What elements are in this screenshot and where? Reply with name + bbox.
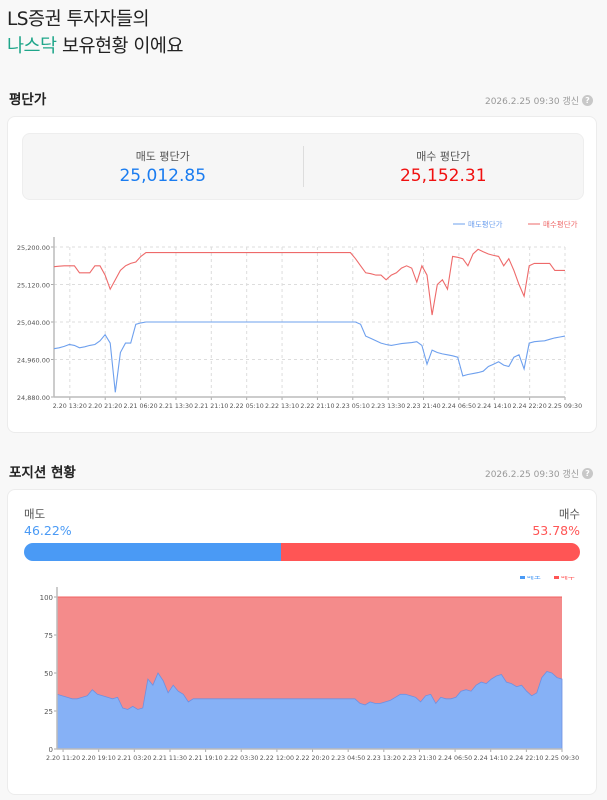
y-tick-label: 75 (44, 632, 53, 640)
title-line-1: LS증권 투자자들의 (7, 9, 150, 30)
x-tick-label: 2.23 04:50 (331, 755, 365, 762)
legend-swatch (554, 576, 559, 579)
sell-avg: 매도 평단가 25,012.85 (23, 134, 303, 199)
legend-label: 매도 (527, 576, 541, 581)
sell-avg-label: 매도 평단가 (135, 150, 190, 163)
avg-updated: 2026.2.25 09:30 갱신? (485, 94, 593, 107)
buy-label: 매수 (558, 507, 580, 521)
position-updated: 2026.2.25 09:30 갱신? (485, 467, 593, 480)
x-tick-label: 2.25 09:30 (545, 755, 579, 762)
x-tick-label: 2.24 14:10 (474, 755, 508, 762)
x-tick-label: 2.22 21:10 (300, 403, 334, 410)
x-tick-label: 2.23 13:30 (371, 403, 405, 410)
x-tick-label: 2.24 06:50 (438, 755, 472, 762)
buy-avg-value: 25,152.31 (399, 166, 487, 186)
position-updated-text: 2026.2.25 09:30 갱신 (484, 470, 579, 480)
sell-area (56, 671, 563, 750)
legend-swatch (520, 576, 525, 579)
x-tick-label: 2.21 03:20 (117, 755, 151, 762)
x-tick-label: 2.23 13:20 (367, 755, 401, 762)
question-circle-icon[interactable]: ? (582, 468, 593, 479)
divider (302, 146, 304, 187)
legend-label: 매수평단가 (543, 219, 578, 229)
x-tick-label: 2.22 20:20 (295, 755, 329, 762)
avg-price-heading: 평단가 (9, 92, 47, 108)
avg-price-chart: 25,200.00 25,120.00 25,040.00 24,960.00 24,8… (17, 219, 582, 410)
x-tick-label: 2.21 19:10 (189, 755, 223, 762)
x-tick-label: 2.22 05:10 (230, 403, 264, 410)
x-tick-label: 2.24 22:10 (509, 755, 543, 762)
x-tick-label: 2.21 21:10 (194, 403, 228, 410)
sell-avg-value: 25,012.85 (119, 166, 207, 186)
x-tick-label: 2.24 22:20 (513, 403, 547, 410)
series-line-buy (53, 248, 565, 316)
x-tick-label: 2.20 11:20 (46, 755, 80, 762)
y-tick-label: 0 (49, 746, 53, 754)
x-tick-label: 2.22 03:30 (224, 755, 258, 762)
position-card: 매도 46.22% 매수 53.78% 100 75 50 25 0 2.20 11:20… (7, 489, 597, 795)
y-tick-label: 25,200.00 (17, 244, 50, 252)
position-heading: 포지션 현황 (9, 465, 76, 481)
y-tick-label: 24,960.00 (17, 357, 50, 365)
sell-pct: 46.22% (24, 523, 72, 538)
title-rest: 보유현황 이에요 (56, 36, 184, 57)
avg-price-card: 매도 평단가 25,012.85 매수 평단가 25,152.31 25,200… (7, 116, 597, 433)
x-tick-label: 2.23 21:40 (406, 403, 440, 410)
x-tick-label: 2.22 13:10 (265, 403, 299, 410)
page-title: LS증권 투자자들의 나스닥 보유현황 이에요 (7, 6, 183, 60)
sell-ratio-fill (24, 543, 281, 561)
x-tick-label: 2.21 06:20 (123, 403, 157, 410)
y-tick-label: 24,880.00 (17, 394, 50, 402)
position-chart: 100 75 50 25 02.20 11:20 2.20 19:10 2.21 03:20… (40, 576, 579, 762)
y-tick-label: 100 (40, 594, 53, 602)
x-tick-label: 2.24 14:10 (477, 403, 511, 410)
y-tick-label: 50 (44, 670, 53, 678)
x-tick-label: 2.22 12:00 (260, 755, 294, 762)
series-line-sell (53, 321, 566, 393)
x-tick-label: 2.25 09:30 (548, 403, 582, 410)
avg-updated-text: 2026.2.25 09:30 갱신 (484, 97, 579, 107)
x-tick-label: 2.20 21:20 (88, 403, 122, 410)
buy-pct: 53.78% (532, 523, 580, 538)
legend-label: 매수 (561, 576, 575, 581)
y-tick-label: 25 (44, 708, 53, 716)
market-name: 나스닥 (7, 36, 57, 57)
legend-label: 매도평단가 (468, 219, 503, 229)
x-tick-label: 2.23 05:10 (336, 403, 370, 410)
y-tick-label: 25,040.00 (17, 319, 50, 327)
x-tick-label: 2.20 13:20 (53, 403, 87, 410)
title-line-2: 나스닥 보유현황 이에요 (7, 33, 183, 60)
position-ratio-bar (24, 543, 580, 561)
x-tick-label: 2.23 21:30 (402, 755, 436, 762)
x-tick-label: 2.21 11:30 (153, 755, 187, 762)
x-tick-label: 2.21 13:30 (159, 403, 193, 410)
x-tick-label: 2.24 06:50 (442, 403, 476, 410)
question-circle-icon[interactable]: ? (582, 95, 593, 106)
x-tick-label: 2.20 19:10 (82, 755, 116, 762)
sell-label: 매도 (24, 507, 46, 521)
buy-ratio-fill (280, 543, 580, 561)
y-tick-label: 25,120.00 (17, 282, 50, 290)
buy-avg-label: 매수 평단가 (416, 150, 471, 163)
avg-price-summary: 매도 평단가 25,012.85 매수 평단가 25,152.31 (22, 133, 584, 200)
buy-avg: 매수 평단가 25,152.31 (304, 134, 584, 199)
